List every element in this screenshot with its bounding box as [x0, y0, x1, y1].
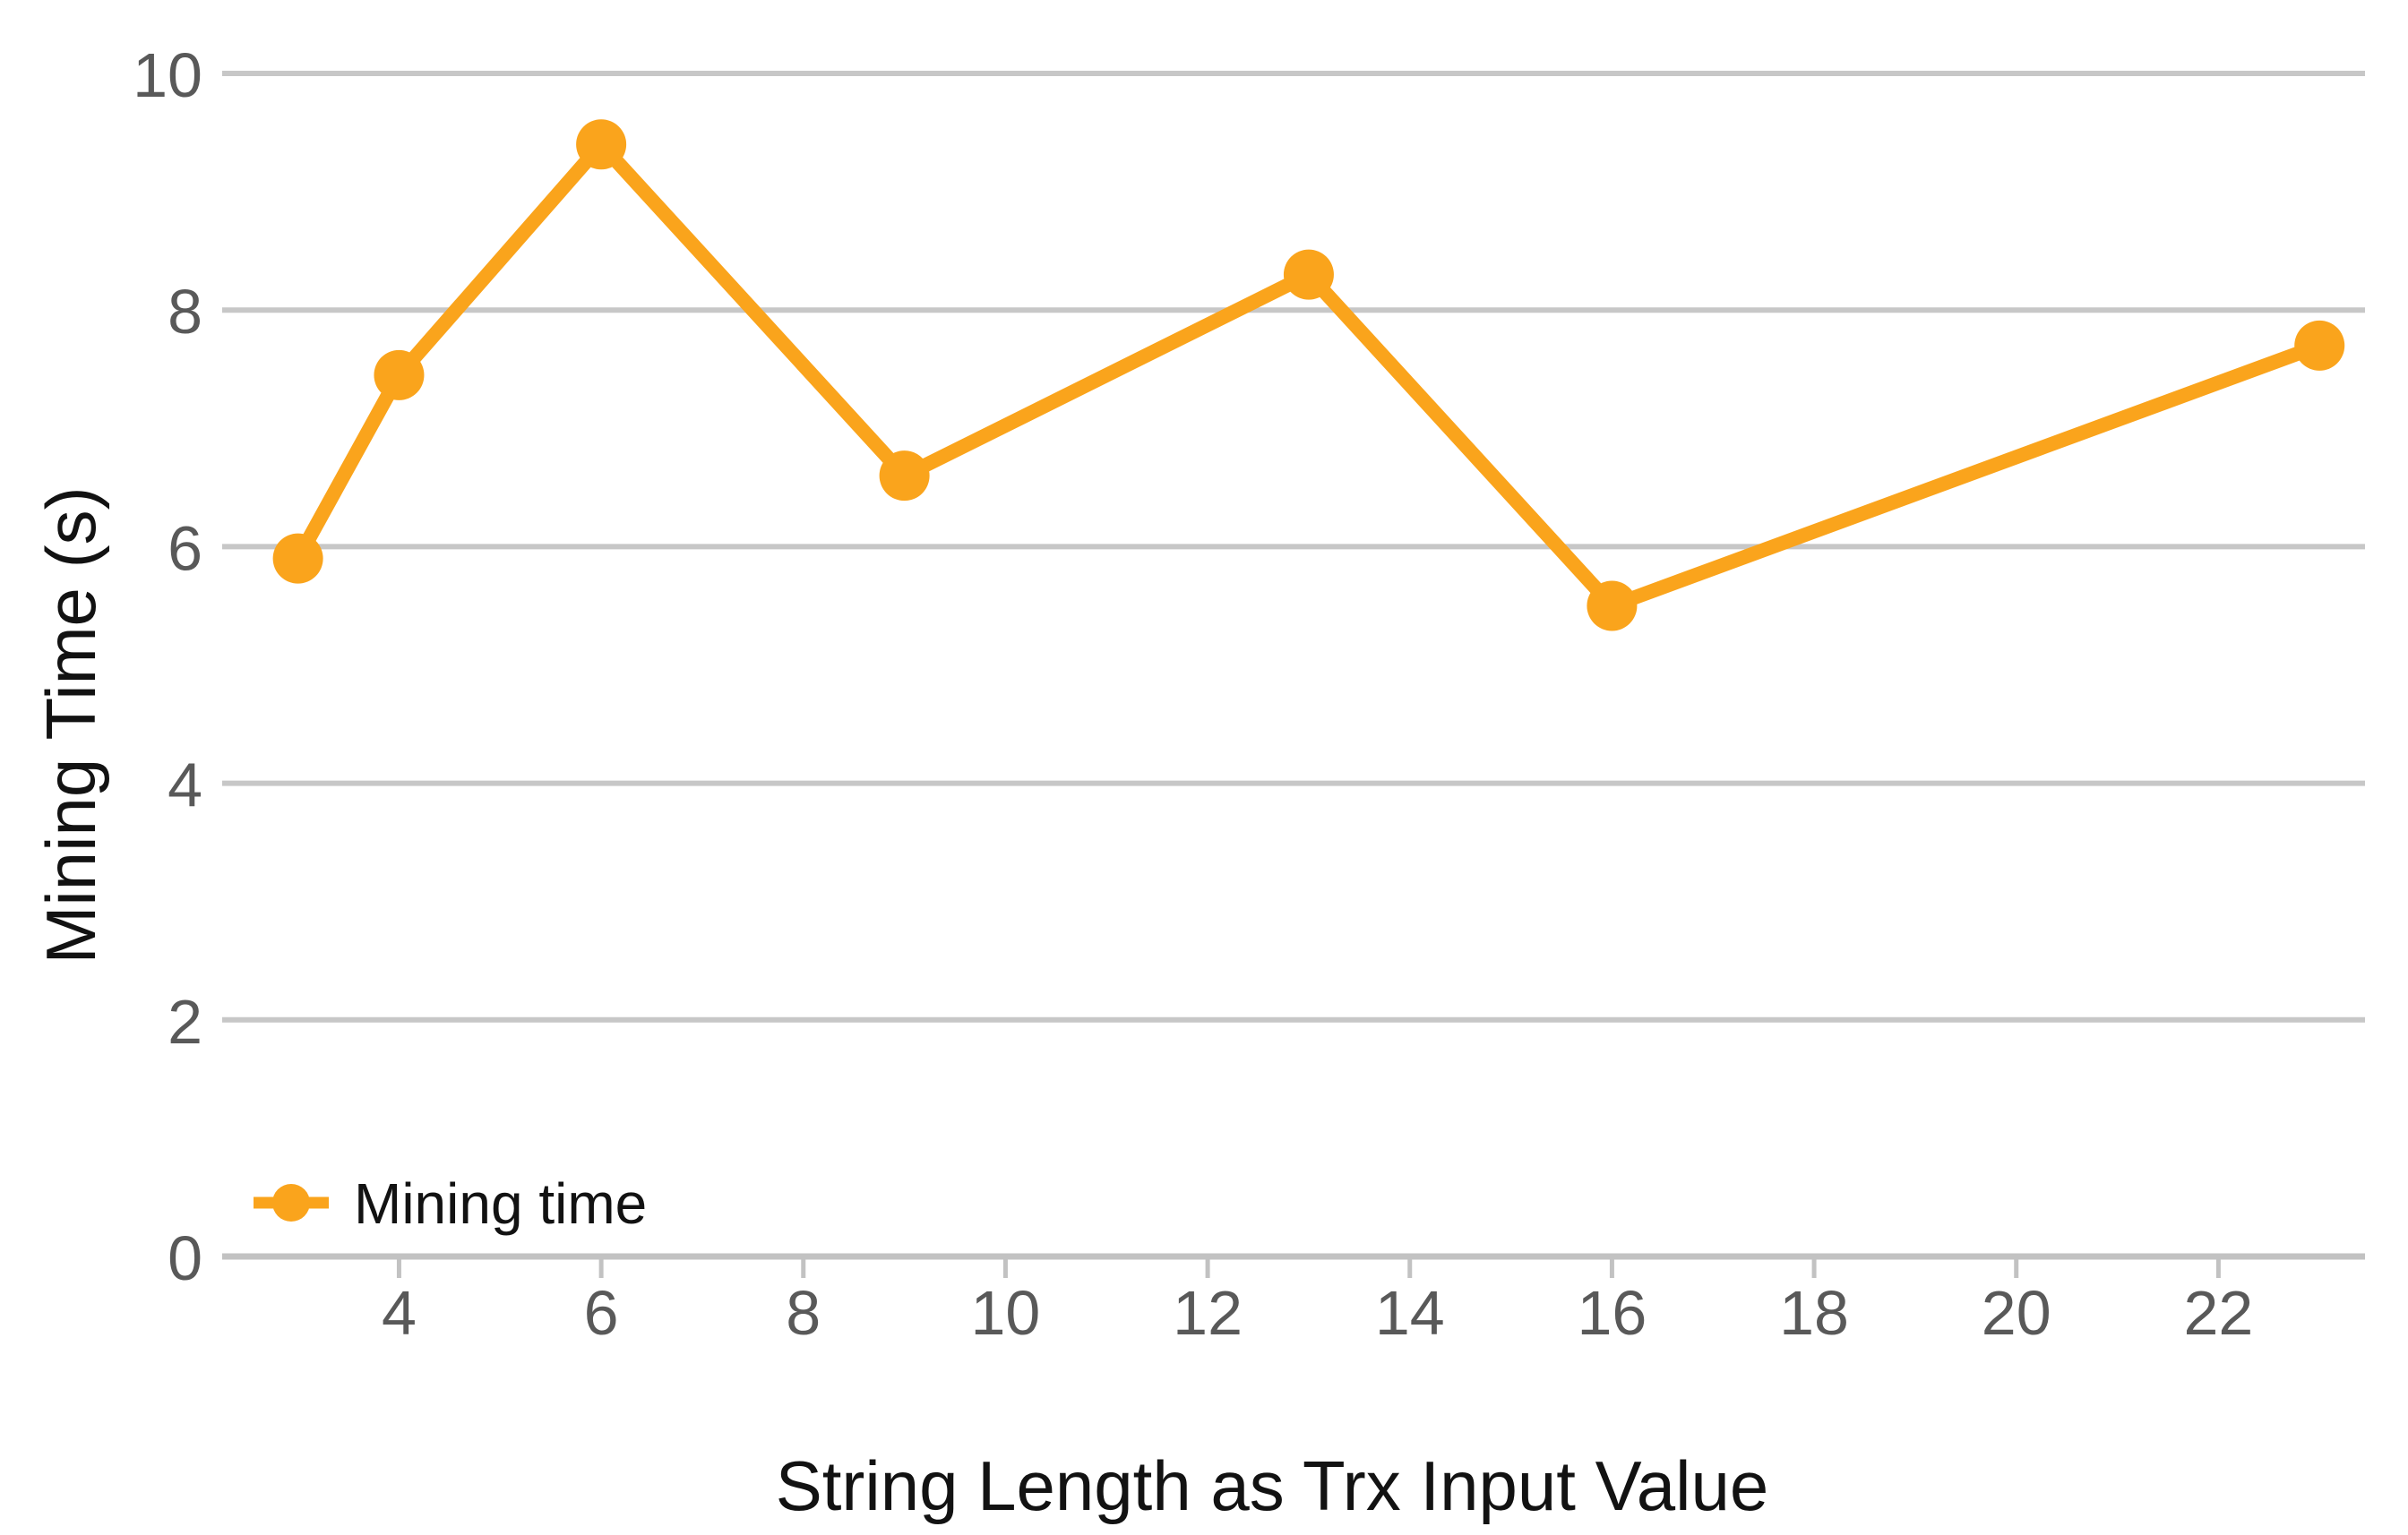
data-point-x6	[576, 119, 627, 170]
series-line-mining-time	[290, 137, 2327, 613]
y-axis-tick-labels: 0 2 4 6 8 10	[133, 40, 202, 1293]
y-tick-label-4: 4	[168, 750, 202, 820]
x-tick-label-4: 4	[382, 1278, 417, 1348]
data-point-x4	[374, 349, 425, 400]
x-tick-label-18: 18	[1779, 1278, 1849, 1348]
gridlines	[222, 71, 2365, 1023]
x-tick-label-14: 14	[1375, 1278, 1445, 1348]
x-tick-marks	[396, 1256, 2221, 1278]
series-markers	[272, 119, 2345, 631]
x-tick-label-10: 10	[970, 1278, 1040, 1348]
data-point-x9	[879, 450, 930, 502]
x-tick-label-8: 8	[786, 1278, 821, 1348]
y-tick-label-2: 2	[168, 987, 202, 1057]
y-tick-label-10: 10	[133, 40, 202, 110]
legend-label: Mining time	[354, 1171, 647, 1236]
x-tick-label-6: 6	[584, 1278, 619, 1348]
y-tick-label-8: 8	[168, 277, 202, 347]
x-axis-tick-labels: 4 6 8 10 12 14 16 18 20 22	[382, 1278, 2253, 1348]
y-tick-label-0: 0	[168, 1223, 202, 1293]
y-tick-label-6: 6	[168, 513, 202, 583]
x-tick-label-16: 16	[1577, 1278, 1647, 1348]
legend: Mining time	[254, 1171, 647, 1236]
data-point-x23	[2294, 320, 2345, 371]
x-tick-label-22: 22	[2183, 1278, 2253, 1348]
data-point-x13	[1283, 249, 1334, 300]
data-point-x16	[1587, 580, 1638, 631]
legend-marker-icon	[272, 1184, 310, 1222]
data-point-x3	[272, 533, 323, 584]
x-axis-title: String Length as Trx Input Value	[776, 1446, 1769, 1525]
x-tick-label-20: 20	[1982, 1278, 2051, 1348]
y-axis-title: Mining Time (s)	[31, 486, 110, 964]
x-tick-label-12: 12	[1173, 1278, 1243, 1348]
